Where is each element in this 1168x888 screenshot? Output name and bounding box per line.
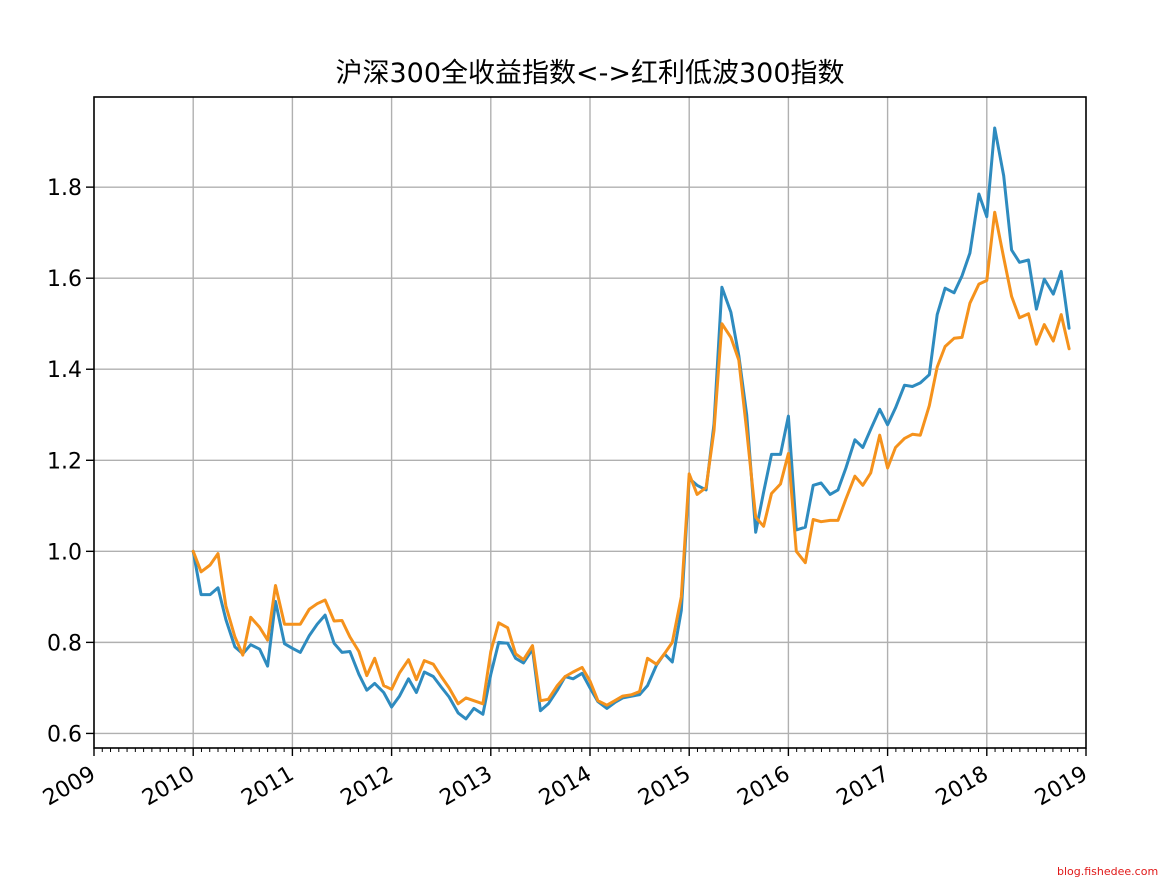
y-tick-label: 1.2 xyxy=(47,449,82,474)
x-tick-label: 2012 xyxy=(337,762,398,812)
series-line-2 xyxy=(191,210,1071,707)
x-tick-label: 2015 xyxy=(634,762,695,812)
x-tick-label: 2019 xyxy=(1031,762,1092,812)
x-tick-label: 2018 xyxy=(932,762,993,812)
series-layer xyxy=(191,126,1071,721)
x-tick-label: 2009 xyxy=(39,762,100,812)
axis-ticks xyxy=(86,186,1087,756)
chart-title: 沪深300全收益指数<->红利低波300指数 xyxy=(335,58,844,89)
watermark: blog.fishedee.com xyxy=(1057,865,1159,878)
y-tick-label: 0.8 xyxy=(47,631,82,656)
x-tick-label: 2011 xyxy=(237,762,298,812)
x-tick-label: 2010 xyxy=(138,762,199,812)
x-tick-label: 2016 xyxy=(733,762,794,812)
x-tick-label: 2014 xyxy=(535,762,596,812)
y-tick-label: 1.4 xyxy=(47,358,82,383)
y-tick-label: 1.8 xyxy=(47,176,82,201)
y-tick-label: 0.6 xyxy=(47,722,82,747)
x-tick-label: 2017 xyxy=(833,762,894,812)
y-tick-label: 1.6 xyxy=(47,267,82,292)
x-tick-label: 2013 xyxy=(436,762,497,812)
y-tick-label: 1.0 xyxy=(47,540,82,565)
